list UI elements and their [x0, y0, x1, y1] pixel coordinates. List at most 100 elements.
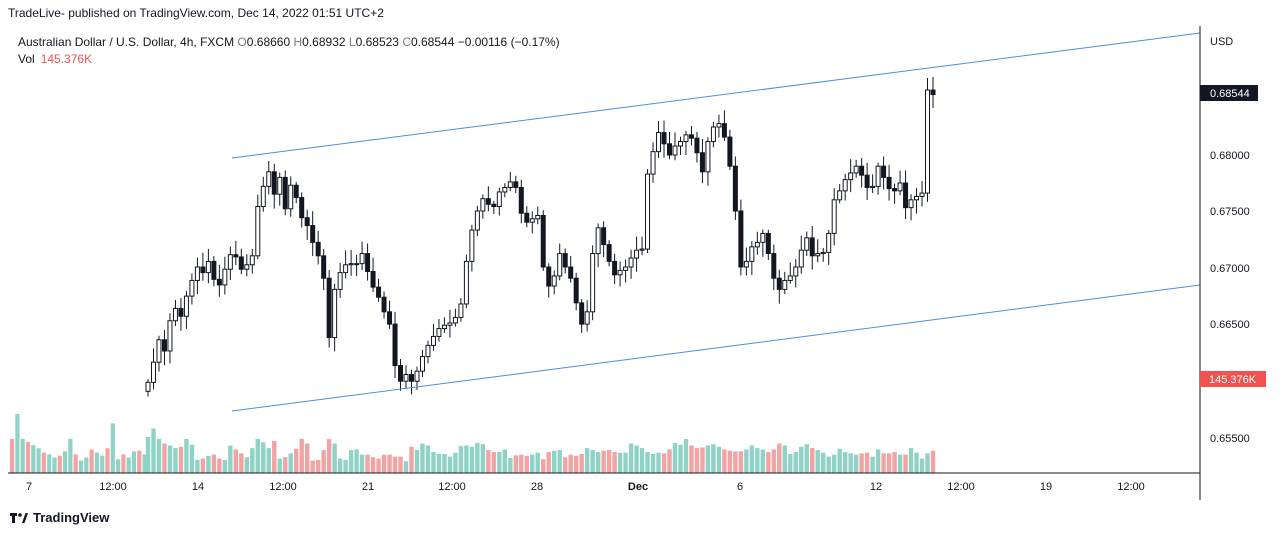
candle-body: [721, 123, 727, 138]
candle-body: [321, 255, 327, 279]
volume-bar: [436, 454, 442, 473]
volume-bar: [464, 445, 469, 473]
candle-body: [502, 186, 508, 193]
volume-bar: [167, 445, 173, 473]
candle-body: [776, 277, 782, 290]
volume-bar: [310, 460, 315, 473]
volume-bars: [10, 414, 936, 473]
candle-body: [765, 232, 771, 255]
volume-bar: [217, 458, 222, 473]
volume-bar: [777, 443, 782, 473]
price-axis[interactable]: 0.68000 0.67500 0.67000 0.66500 0.65500: [1210, 150, 1250, 445]
volume-bar: [892, 452, 897, 473]
candle-body: [403, 374, 409, 382]
candle-body: [606, 244, 612, 262]
tradingview-footer[interactable]: TradingView: [10, 510, 109, 525]
candle-body: [529, 218, 535, 223]
candle-body: [200, 266, 206, 274]
candle-body: [343, 264, 349, 274]
volume-bar: [184, 438, 189, 473]
candle-body: [414, 370, 420, 382]
high-label: H: [293, 35, 303, 49]
volume-bar: [535, 452, 540, 473]
candle-body: [260, 185, 266, 208]
volume-bar: [403, 461, 409, 473]
candle-body: [623, 266, 629, 271]
volume-bar: [100, 455, 105, 473]
volume-bar: [727, 450, 733, 473]
candle-body: [233, 254, 239, 258]
volume-bar: [782, 445, 787, 473]
candle-body: [837, 190, 843, 201]
high-value: 0.68932: [302, 35, 346, 49]
candle-body: [524, 212, 530, 223]
volume-bar: [497, 452, 502, 473]
candle-body: [732, 165, 738, 212]
last-price-tag: 0.68544: [1200, 85, 1258, 101]
volume-bar: [546, 452, 551, 473]
candle-body: [150, 361, 156, 383]
time-tick-label: 12:00: [269, 481, 297, 493]
channel-upper-line[interactable]: [231, 32, 1201, 159]
low-value: 0.68523: [355, 35, 399, 49]
candle-body: [447, 322, 453, 326]
volume-bar: [233, 449, 239, 473]
volume-bar: [458, 446, 464, 473]
candle-body: [496, 191, 502, 208]
candle-body: [332, 288, 338, 339]
candle-body: [892, 188, 898, 192]
candle-body: [831, 199, 837, 234]
last-volume-tag-bg: [1200, 371, 1266, 387]
volume-bar: [447, 456, 453, 473]
volume-bar: [831, 454, 837, 473]
volume-bar: [903, 454, 908, 473]
time-axis[interactable]: 7 12:00 14 12:00 21 12:00 28 Dec 6 12 12:00 19 12:00: [26, 481, 1145, 493]
time-tick-label: 21: [362, 481, 374, 493]
candle-body: [848, 172, 854, 181]
trend-channel[interactable]: [231, 32, 1201, 412]
volume-bar: [266, 448, 271, 473]
volume-bar: [294, 448, 299, 473]
candle-body: [354, 263, 360, 266]
price-tick-label: 0.66500: [1210, 319, 1250, 331]
candle-body: [562, 253, 568, 268]
channel-lower-line[interactable]: [231, 284, 1201, 412]
candle-body: [480, 198, 486, 212]
candle-body: [919, 192, 925, 197]
candle-body: [211, 260, 217, 280]
candle-body: [376, 286, 382, 298]
volume-bar: [513, 455, 518, 473]
volume-bar: [584, 448, 590, 473]
candle-body: [645, 173, 651, 250]
candle-body: [683, 134, 689, 143]
volume-bar: [343, 459, 348, 473]
candle-body: [227, 254, 233, 270]
volume-bar: [414, 450, 420, 473]
time-tick-label: 7: [26, 481, 32, 493]
volume-bar: [480, 444, 486, 473]
volume-bar: [848, 453, 853, 473]
candle-body: [282, 176, 288, 210]
volume-bar: [788, 454, 793, 473]
candle-body: [310, 225, 316, 243]
volume-bar: [475, 442, 480, 473]
volume-bar: [376, 458, 381, 473]
volume-bar: [25, 442, 31, 473]
candle-body: [749, 246, 755, 262]
volume-bar: [52, 457, 57, 473]
candle-body: [474, 210, 480, 231]
volume-bar: [557, 450, 562, 473]
candle-body: [216, 278, 222, 286]
volume-bar: [530, 454, 535, 473]
candle-body: [853, 165, 859, 174]
candle-body: [727, 136, 733, 167]
volume-bar: [211, 454, 217, 473]
volume-bar: [705, 445, 711, 473]
candle-body: [787, 275, 793, 281]
candle-body: [798, 249, 804, 268]
volume-bar: [315, 459, 321, 473]
volume-bar: [804, 444, 809, 473]
volume-bar: [200, 458, 206, 473]
candle-body: [161, 339, 167, 352]
